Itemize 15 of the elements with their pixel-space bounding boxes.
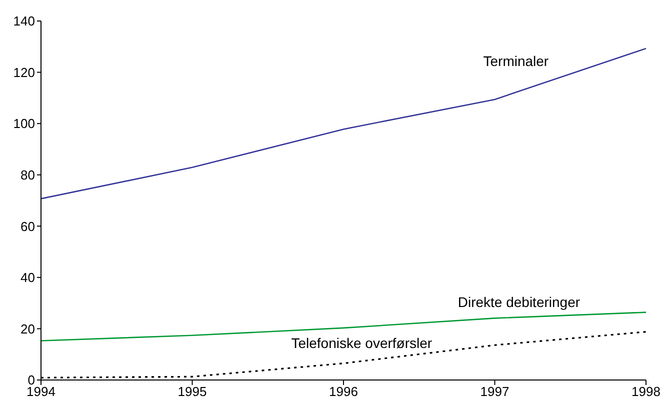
series-label: Telefoniske overførsler (291, 335, 432, 352)
y-tick-label: 60 (20, 218, 35, 234)
series-label: Terminaler (483, 52, 549, 69)
x-tick-label: 1998 (632, 384, 660, 400)
y-tick-label: 120 (13, 64, 35, 80)
line-series (41, 48, 646, 200)
x-tick-label: 1997 (480, 384, 510, 400)
y-tick-label: 140 (13, 14, 35, 29)
y-tick-label: 100 (13, 116, 35, 132)
y-tick-label: 80 (20, 167, 35, 182)
y-tick-label: 20 (20, 321, 35, 336)
y-tick-label: 40 (20, 270, 35, 286)
x-tick-label: 1995 (178, 384, 207, 400)
x-tick-label: 1996 (329, 384, 358, 400)
series-label: Direkte debiteringer (458, 294, 580, 310)
